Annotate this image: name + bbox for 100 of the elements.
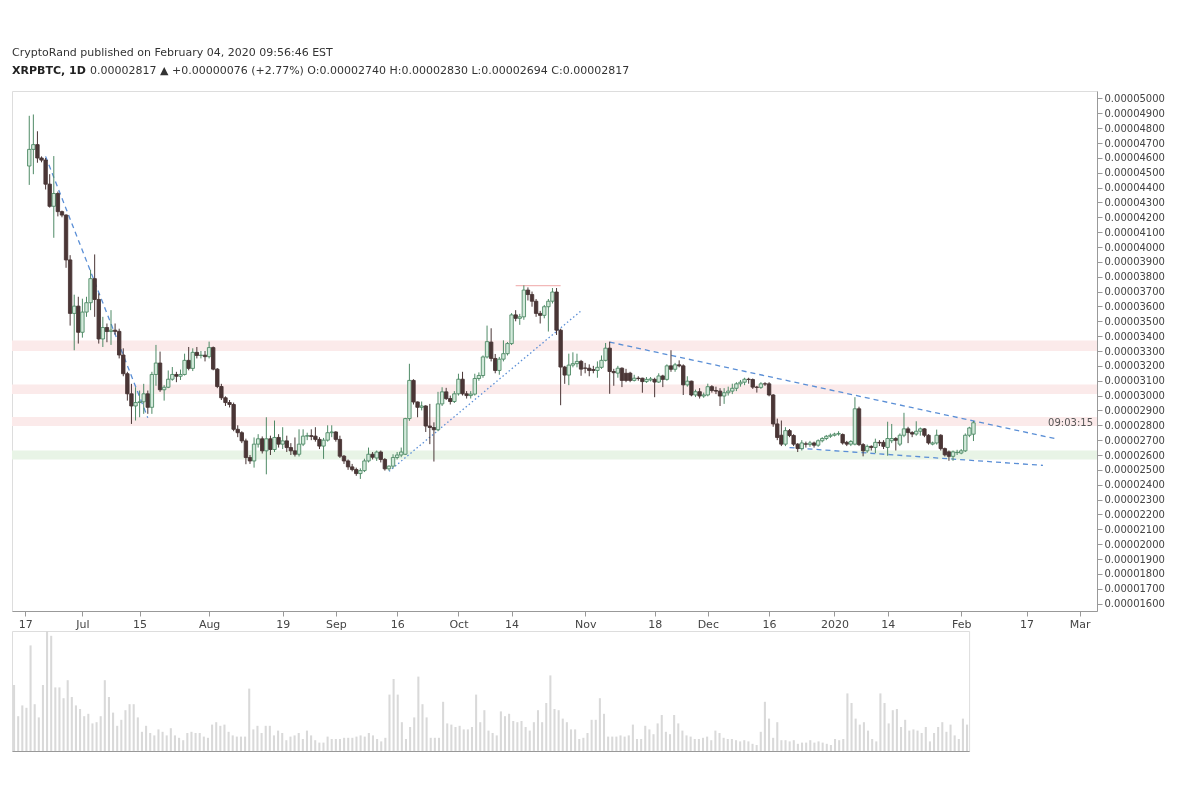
bar xyxy=(635,739,639,751)
bar xyxy=(173,735,176,751)
candlestick xyxy=(889,423,894,444)
bar xyxy=(140,731,143,751)
bar xyxy=(867,730,870,751)
bar xyxy=(178,737,181,751)
x-tick-label: 15 xyxy=(133,617,148,631)
bar xyxy=(475,694,478,751)
x-tick-label: 16 xyxy=(390,617,405,631)
bar xyxy=(112,712,115,751)
bar xyxy=(900,727,903,751)
y-tick-label: 0.00002500 xyxy=(1104,464,1165,476)
candlestick xyxy=(186,346,191,371)
y-tick-label: 0.00004200 xyxy=(1104,211,1165,223)
bar xyxy=(536,710,540,751)
bar xyxy=(417,676,420,751)
y-tick-label: 0.00003200 xyxy=(1104,360,1165,372)
x-tick-label: 17 xyxy=(1020,617,1035,631)
y-tick-label: 0.00003500 xyxy=(1104,315,1165,327)
candlestick xyxy=(141,383,146,415)
y-tick-label: 0.00003900 xyxy=(1104,256,1165,268)
bar xyxy=(107,697,110,751)
y-tick-label: 0.00003400 xyxy=(1104,330,1165,342)
y-tick-label: 0.00002200 xyxy=(1104,508,1165,520)
candlestick xyxy=(104,323,110,343)
x-tick-label: Nov xyxy=(574,617,597,631)
bar xyxy=(574,729,577,751)
candlestick xyxy=(460,371,465,397)
y-tick-label: 0.00003300 xyxy=(1104,345,1165,357)
x-tick-label: 16 xyxy=(762,617,777,631)
y-tick-label: 0.00003000 xyxy=(1104,390,1165,402)
x-tick-label: 18 xyxy=(648,617,663,631)
bar xyxy=(248,688,251,751)
bar xyxy=(470,727,474,751)
bar xyxy=(338,739,342,751)
candlestick xyxy=(100,316,105,348)
x-tick-label: 19 xyxy=(276,617,291,631)
y-tick-label: 0.00004700 xyxy=(1104,137,1165,149)
y-tick-label: 0.00005000 xyxy=(1104,92,1165,104)
candlestick xyxy=(717,387,723,407)
candlestick xyxy=(80,298,85,339)
candlestick xyxy=(615,365,621,379)
bar xyxy=(272,735,275,751)
y-tick-label: 0.00003600 xyxy=(1104,300,1165,312)
bar xyxy=(933,733,936,751)
candlestick xyxy=(190,347,195,372)
candlestick xyxy=(27,115,32,186)
bar xyxy=(759,731,762,751)
annotation: 09:03:15 xyxy=(1048,416,1093,428)
y-tick-label: 0.00004900 xyxy=(1104,107,1165,119)
x-tick-label: Feb xyxy=(951,617,972,631)
bar xyxy=(74,705,77,751)
y-tick-label: 0.00002700 xyxy=(1104,434,1165,446)
x-tick-label: Oct xyxy=(449,617,470,631)
bar xyxy=(602,713,606,751)
text: CryptoRand published on February 04, 2020 09:56:46 EST xyxy=(12,46,334,59)
x-tick-label: 17 xyxy=(18,617,33,631)
y-tick-label: 0.00002100 xyxy=(1104,523,1165,535)
x-tick-label: Sep xyxy=(325,617,347,631)
candlestick xyxy=(272,420,277,453)
y-tick-label: 0.00004300 xyxy=(1104,196,1165,208)
y-tick-label: 0.00004800 xyxy=(1104,122,1165,134)
y-tick-label: 0.00004000 xyxy=(1104,241,1165,253)
bar xyxy=(305,730,308,751)
y-tick-label: 0.00003700 xyxy=(1104,286,1165,298)
bar xyxy=(801,742,804,751)
y-tick-label: 0.00002600 xyxy=(1104,449,1165,461)
bar xyxy=(834,739,837,751)
y-tick-label: 0.00001700 xyxy=(1104,583,1165,595)
bar xyxy=(404,739,408,751)
x-tick-label: 2020 xyxy=(820,617,849,631)
x-tick-label: 14 xyxy=(881,617,896,631)
bar xyxy=(437,737,441,751)
bar xyxy=(239,736,242,751)
x-tick-label: 14 xyxy=(505,617,520,631)
candlestick xyxy=(292,436,298,457)
bar xyxy=(103,680,106,751)
bar xyxy=(631,724,634,751)
candlestick xyxy=(636,375,641,382)
y-tick-label: 0.00004100 xyxy=(1104,226,1165,238)
bar xyxy=(891,710,894,751)
candlestick xyxy=(574,353,580,368)
candlestick xyxy=(182,353,187,377)
y-tick-label: 0.00002800 xyxy=(1104,419,1165,431)
x-tick-label: Aug xyxy=(198,617,221,631)
bar xyxy=(503,716,507,751)
bar xyxy=(767,718,771,751)
y-tick-label: 0.00004600 xyxy=(1104,152,1165,164)
bar xyxy=(549,675,552,751)
candlestick xyxy=(431,421,437,463)
candlestick xyxy=(198,350,204,359)
y-tick-label: 0.00003800 xyxy=(1104,271,1165,283)
candlestick xyxy=(971,420,976,442)
candlestick xyxy=(783,426,788,447)
bar xyxy=(281,733,284,751)
chart-subtitle: 0.00002817 ▲ +0.00000076 (+2.77%) O:0.00002740 H:0.00002830 L:0.00002694 C:0.00002817 xyxy=(90,64,630,77)
bar xyxy=(29,645,32,751)
x-tick-label: Dec xyxy=(697,617,719,631)
bar xyxy=(776,722,779,751)
bar xyxy=(928,741,931,751)
